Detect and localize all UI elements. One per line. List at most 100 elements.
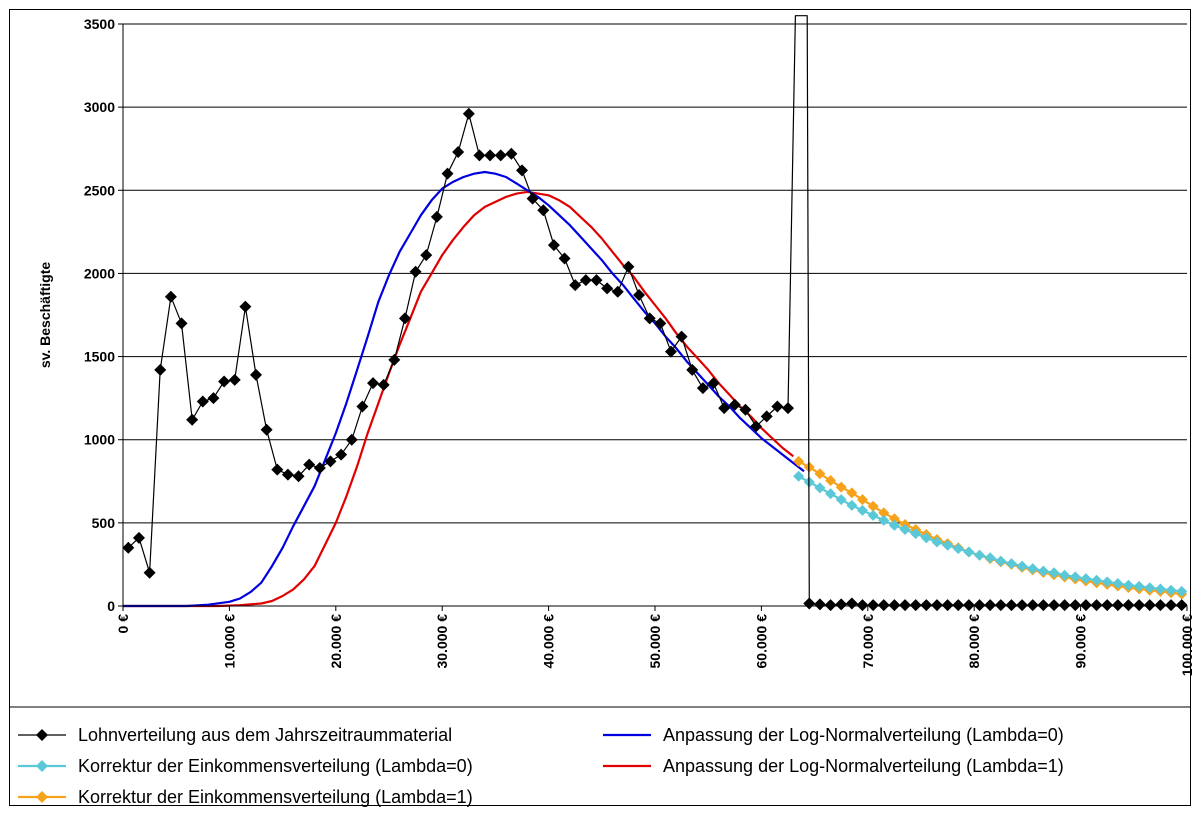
data-point <box>388 353 401 366</box>
data-point <box>984 599 997 612</box>
y-tick-label: 3000 <box>84 99 115 115</box>
legend-label: Korrektur der Einkommensverteilung (Lamb… <box>78 756 473 776</box>
data-point <box>1026 599 1039 612</box>
data-point <box>462 107 475 120</box>
legend-item: Anpassung der Log-Normalverteilung (Lamb… <box>603 725 1064 745</box>
y-axis-title: sv. Beschäftigte <box>37 262 53 369</box>
data-point <box>335 448 348 461</box>
data-point <box>728 398 741 411</box>
data-point <box>664 345 677 358</box>
data-point <box>420 249 433 262</box>
legend-label: Anpassung der Log-Normalverteilung (Lamb… <box>663 725 1064 745</box>
data-point <box>601 282 614 295</box>
x-tick-label: 20.000 € <box>328 614 344 669</box>
data-point <box>910 528 922 540</box>
x-tick-label: 10.000 € <box>221 614 237 669</box>
series-line <box>798 460 1182 596</box>
data-point <box>867 599 880 612</box>
data-point <box>377 378 390 391</box>
data-point <box>547 239 560 252</box>
data-point <box>835 598 848 611</box>
data-point <box>1122 579 1134 591</box>
data-point <box>1112 578 1124 590</box>
data-point <box>942 539 954 551</box>
grid-lines <box>123 23 1187 524</box>
data-point <box>718 402 731 415</box>
data-point <box>1154 599 1167 612</box>
data-point <box>1176 585 1188 597</box>
data-point <box>1101 599 1114 612</box>
data-point <box>750 420 763 433</box>
data-point <box>1111 599 1124 612</box>
data-point <box>803 597 816 610</box>
data-point <box>292 470 305 483</box>
data-point <box>824 599 837 612</box>
data-point <box>909 599 922 612</box>
data-point <box>878 507 890 519</box>
y-tick-label: 2000 <box>84 265 115 281</box>
data-point <box>814 468 826 480</box>
data-point <box>825 488 837 500</box>
data-point <box>526 192 539 205</box>
data-point <box>835 481 847 493</box>
legend-item: Anpassung der Log-Normalverteilung (Lamb… <box>603 756 1064 776</box>
data-point <box>856 504 868 516</box>
legend-label: Anpassung der Log-Normalverteilung (Lamb… <box>663 756 1064 776</box>
data-point <box>132 531 145 544</box>
data-point <box>1016 560 1028 572</box>
series-0 <box>122 15 1188 612</box>
legend-item: Lohnverteilung aus dem Jahrszeitraummate… <box>18 725 452 745</box>
data-point <box>1165 599 1178 612</box>
data-point <box>1143 599 1156 612</box>
axes: 0 500 1000 1500 2000 2500 3000 3500 0 € 10.000 € 2… <box>37 16 1195 676</box>
data-point <box>1069 599 1082 612</box>
legend: Lohnverteilung aus dem Jahrszeitraummate… <box>9 706 1191 807</box>
data-point <box>675 330 688 343</box>
data-point <box>569 279 582 292</box>
data-point <box>930 599 943 612</box>
data-point <box>1005 599 1018 612</box>
data-point <box>1101 576 1113 588</box>
data-point <box>143 566 156 579</box>
data-point <box>920 532 932 544</box>
data-point <box>324 455 337 468</box>
data-point <box>962 599 975 612</box>
data-point <box>856 494 868 506</box>
data-point <box>846 499 858 511</box>
data-point <box>984 552 996 564</box>
series-2 <box>793 470 1188 597</box>
data-point <box>878 514 890 526</box>
data-point <box>825 474 837 486</box>
data-point <box>782 402 794 415</box>
data-point <box>441 167 454 180</box>
x-tick-label: 100.000 € <box>1179 614 1195 676</box>
data-point <box>686 363 699 376</box>
data-point <box>1154 583 1166 595</box>
x-tick-label: 30.000 € <box>434 614 450 669</box>
series-4 <box>793 455 1188 600</box>
legend-item: Korrektur der Einkommensverteilung (Lamb… <box>18 787 473 807</box>
data-point <box>845 597 858 610</box>
legend-label: Korrektur der Einkommensverteilung (Lamb… <box>78 787 473 807</box>
data-point <box>793 470 805 482</box>
data-point <box>164 290 177 303</box>
data-point <box>1048 567 1060 579</box>
data-point <box>1090 599 1103 612</box>
data-point <box>1133 580 1145 592</box>
chart-frame <box>9 9 1191 806</box>
y-tick-label: 1500 <box>84 349 115 365</box>
data-point <box>281 468 294 481</box>
data-point <box>643 312 656 325</box>
data-point <box>963 546 975 558</box>
data-point <box>888 599 901 612</box>
data-point <box>814 482 826 494</box>
data-point <box>941 599 954 612</box>
data-point <box>579 274 592 287</box>
data-point <box>973 599 986 612</box>
legend-swatch-marker <box>36 760 48 772</box>
data-point <box>707 377 720 390</box>
data-point <box>186 413 199 426</box>
data-point <box>846 487 858 499</box>
data-point <box>367 377 380 390</box>
data-point <box>1122 599 1135 612</box>
